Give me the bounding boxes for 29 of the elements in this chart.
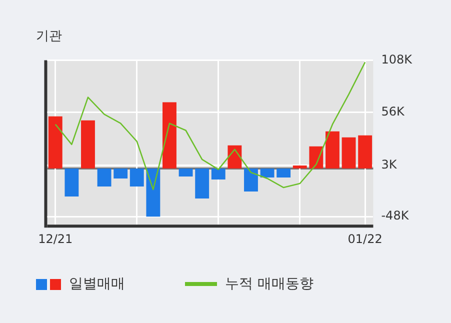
- bar: [64, 168, 79, 197]
- bar: [211, 168, 226, 180]
- y-tick-label: 3K: [381, 158, 398, 172]
- chart-title: 기관: [36, 28, 63, 45]
- bar: [195, 168, 210, 199]
- bar: [260, 168, 274, 178]
- bar: [228, 145, 242, 168]
- bar: [48, 116, 62, 168]
- bar: [342, 137, 356, 168]
- bar: [130, 168, 144, 187]
- legend-label: 누적 매매동향: [225, 275, 314, 293]
- bar: [326, 131, 340, 168]
- bar: [162, 102, 176, 168]
- y-tick-label: 108K: [381, 52, 414, 66]
- x-tick-label: 12/21: [38, 232, 73, 246]
- bar: [146, 168, 160, 217]
- y-tick-label: -48K: [381, 208, 410, 223]
- bar: [97, 168, 112, 187]
- bar: [276, 168, 291, 178]
- legend-label: 일별매매: [69, 275, 125, 293]
- bar: [358, 135, 372, 168]
- bar: [81, 120, 95, 168]
- bar: [178, 168, 193, 176]
- x-tick-label: 01/22: [348, 232, 382, 246]
- bar: [114, 168, 128, 178]
- bar: [244, 168, 258, 192]
- y-tick-label: 56K: [381, 104, 406, 118]
- bar: [292, 165, 307, 168]
- bar: [309, 146, 324, 168]
